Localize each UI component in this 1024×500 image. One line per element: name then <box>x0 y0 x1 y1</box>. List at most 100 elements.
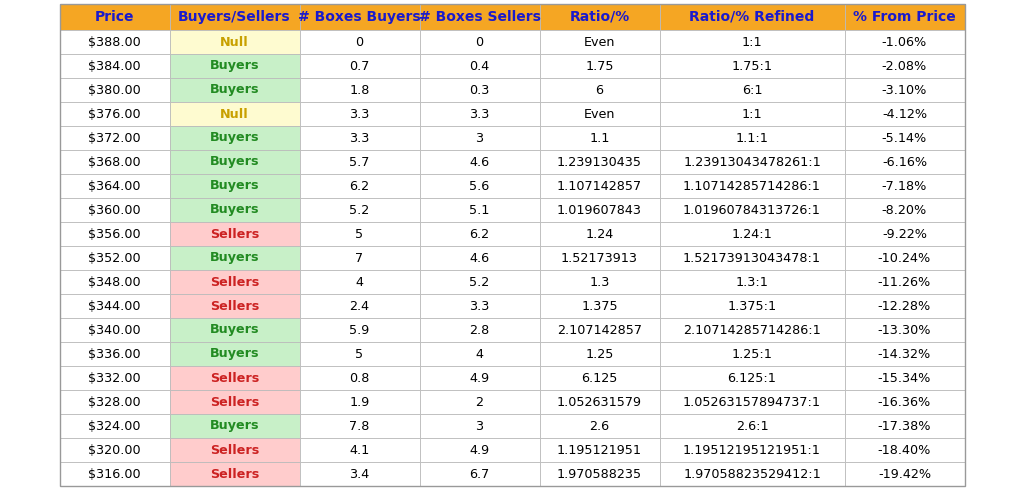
Bar <box>659 30 845 54</box>
Bar <box>170 318 299 342</box>
Bar <box>170 4 299 30</box>
Bar <box>299 4 420 30</box>
Bar <box>420 150 540 174</box>
Text: 5.2: 5.2 <box>469 276 489 288</box>
Text: 5.7: 5.7 <box>349 156 370 168</box>
Text: -9.22%: -9.22% <box>882 228 927 240</box>
Bar <box>299 198 420 222</box>
Text: -4.12%: -4.12% <box>882 108 927 120</box>
Bar <box>420 270 540 294</box>
Bar <box>59 270 170 294</box>
Text: 4.6: 4.6 <box>469 156 489 168</box>
Bar <box>170 342 299 366</box>
Text: # Boxes Buyers: # Boxes Buyers <box>298 10 421 24</box>
Bar <box>170 366 299 390</box>
Text: 1:1: 1:1 <box>741 108 762 120</box>
Text: 1.019607843: 1.019607843 <box>557 204 642 216</box>
Bar <box>170 150 299 174</box>
Bar <box>170 270 299 294</box>
Text: Buyers: Buyers <box>210 204 259 216</box>
Bar <box>659 54 845 78</box>
Bar <box>59 318 170 342</box>
Bar <box>59 222 170 246</box>
Bar <box>845 318 965 342</box>
Bar <box>845 126 965 150</box>
Text: 7: 7 <box>355 252 364 264</box>
Text: 1.239130435: 1.239130435 <box>557 156 642 168</box>
Bar <box>299 462 420 486</box>
Bar <box>59 4 965 486</box>
Bar <box>540 174 659 198</box>
Bar <box>420 366 540 390</box>
Bar <box>540 198 659 222</box>
Text: 6:1: 6:1 <box>741 84 762 96</box>
Bar <box>540 126 659 150</box>
Text: 1.25:1: 1.25:1 <box>731 348 772 360</box>
Bar <box>540 318 659 342</box>
Text: 4: 4 <box>355 276 364 288</box>
Text: -15.34%: -15.34% <box>878 372 931 384</box>
Text: $352.00: $352.00 <box>88 252 141 264</box>
Bar <box>420 390 540 414</box>
Bar <box>299 174 420 198</box>
Text: 4: 4 <box>475 348 483 360</box>
Bar <box>420 126 540 150</box>
Text: 0.4: 0.4 <box>469 60 489 72</box>
Text: 1.375:1: 1.375:1 <box>727 300 776 312</box>
Text: 1:1: 1:1 <box>741 36 762 49</box>
Bar <box>845 198 965 222</box>
Bar <box>170 294 299 318</box>
Text: Buyers: Buyers <box>210 84 259 96</box>
Bar <box>420 198 540 222</box>
Text: $364.00: $364.00 <box>88 180 140 192</box>
Bar <box>540 366 659 390</box>
Bar <box>540 294 659 318</box>
Bar <box>420 294 540 318</box>
Text: -14.32%: -14.32% <box>878 348 931 360</box>
Text: 3: 3 <box>475 420 483 432</box>
Bar <box>845 102 965 126</box>
Text: 1.01960784313726:1: 1.01960784313726:1 <box>683 204 821 216</box>
Text: 3.3: 3.3 <box>349 132 370 144</box>
Text: -19.42%: -19.42% <box>878 468 931 480</box>
Bar <box>420 102 540 126</box>
Text: 1.195121951: 1.195121951 <box>557 444 642 456</box>
Bar <box>659 438 845 462</box>
Text: 0: 0 <box>355 36 364 49</box>
Text: 6.125: 6.125 <box>582 372 617 384</box>
Text: -17.38%: -17.38% <box>878 420 931 432</box>
Bar <box>170 54 299 78</box>
Bar <box>59 4 170 30</box>
Bar <box>659 414 845 438</box>
Text: # Boxes Sellers: # Boxes Sellers <box>419 10 541 24</box>
Bar <box>170 222 299 246</box>
Bar <box>299 342 420 366</box>
Text: % From Price: % From Price <box>853 10 955 24</box>
Text: 5.9: 5.9 <box>349 324 370 336</box>
Text: 5.2: 5.2 <box>349 204 370 216</box>
Text: 2.6: 2.6 <box>590 420 609 432</box>
Text: Buyers: Buyers <box>210 156 259 168</box>
Bar <box>299 318 420 342</box>
Bar <box>845 294 965 318</box>
Text: 4.1: 4.1 <box>349 444 370 456</box>
Text: 5: 5 <box>355 348 364 360</box>
Bar <box>59 246 170 270</box>
Bar <box>420 30 540 54</box>
Text: 6.7: 6.7 <box>469 468 489 480</box>
Text: 1.10714285714286:1: 1.10714285714286:1 <box>683 180 821 192</box>
Text: Even: Even <box>584 108 615 120</box>
Text: 1.1: 1.1 <box>590 132 609 144</box>
Bar <box>170 414 299 438</box>
Bar <box>59 438 170 462</box>
Text: Ratio/%: Ratio/% <box>569 10 630 24</box>
Text: -16.36%: -16.36% <box>878 396 931 408</box>
Bar <box>420 4 540 30</box>
Bar <box>170 198 299 222</box>
Text: Buyers: Buyers <box>210 252 259 264</box>
Text: Null: Null <box>220 36 249 49</box>
Text: 3.3: 3.3 <box>469 108 489 120</box>
Text: -11.26%: -11.26% <box>878 276 931 288</box>
Text: 1.97058823529412:1: 1.97058823529412:1 <box>683 468 821 480</box>
Bar <box>540 78 659 102</box>
